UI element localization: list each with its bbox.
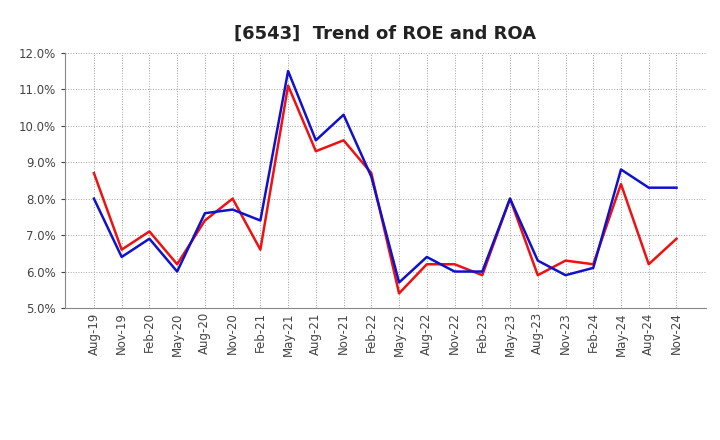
ROE — [561, 258, 570, 263]
ROE — [423, 262, 431, 267]
ROE — [395, 291, 403, 296]
ROE — [589, 262, 598, 267]
ROA — [395, 280, 403, 285]
ROA — [89, 196, 98, 201]
ROE — [117, 247, 126, 252]
ROE — [478, 272, 487, 278]
ROA — [478, 269, 487, 274]
ROA — [339, 112, 348, 117]
ROA — [672, 185, 681, 191]
ROA — [423, 254, 431, 260]
ROE — [534, 272, 542, 278]
ROE — [644, 262, 653, 267]
ROA — [228, 207, 237, 212]
ROE — [505, 196, 514, 201]
ROA — [145, 236, 154, 242]
ROA — [312, 138, 320, 143]
ROA — [256, 218, 265, 223]
ROE — [89, 170, 98, 176]
ROA — [284, 68, 292, 73]
ROE — [312, 149, 320, 154]
ROA — [450, 269, 459, 274]
ROE — [450, 262, 459, 267]
Line: ROA: ROA — [94, 71, 677, 282]
ROE — [228, 196, 237, 201]
ROA — [201, 211, 210, 216]
ROA — [173, 269, 181, 274]
ROE — [367, 170, 376, 176]
ROE — [173, 262, 181, 267]
ROA — [534, 258, 542, 263]
ROA — [117, 254, 126, 260]
ROA — [505, 196, 514, 201]
ROE — [201, 218, 210, 223]
ROA — [589, 265, 598, 271]
Title: [6543]  Trend of ROE and ROA: [6543] Trend of ROE and ROA — [234, 25, 536, 43]
ROE — [256, 247, 265, 252]
ROA — [561, 272, 570, 278]
ROE — [672, 236, 681, 242]
Line: ROE: ROE — [94, 86, 677, 293]
ROE — [284, 83, 292, 88]
ROE — [145, 229, 154, 234]
ROA — [644, 185, 653, 191]
ROA — [616, 167, 625, 172]
ROE — [616, 181, 625, 187]
ROE — [339, 138, 348, 143]
ROA — [367, 174, 376, 180]
